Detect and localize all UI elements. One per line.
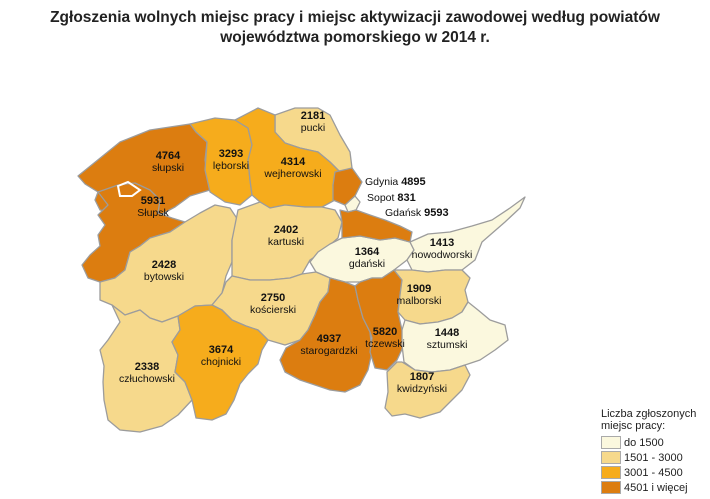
county-name-gdanski: gdański (349, 258, 385, 270)
county-name-slupsk: Słupsk (137, 207, 169, 219)
county-value-tczewski: 5820 (373, 326, 397, 338)
city-label-gdansk: Gdańsk 9593 (385, 207, 449, 219)
county-value-bytowski: 2428 (152, 259, 176, 271)
city-name-sopot: Sopot (367, 192, 397, 204)
county-name-kartuski: kartuski (268, 236, 304, 248)
county-value-pucki: 2181 (301, 110, 325, 122)
legend-title: Liczba zgłoszonych miejsc pracy: (601, 408, 697, 432)
county-value-gdanski: 1364 (355, 246, 380, 258)
legend: Liczba zgłoszonych miejsc pracy: do 1500… (601, 408, 706, 495)
county-czluchowski[interactable] (99, 304, 193, 433)
legend-swatch (601, 451, 621, 464)
county-name-tczewski: tczewski (365, 338, 405, 350)
county-kwidzynski[interactable] (384, 361, 471, 419)
county-name-pucki: pucki (301, 122, 326, 134)
city-value-gdynia: 4895 (401, 176, 425, 188)
county-nowodworski[interactable] (406, 196, 526, 273)
county-value-chojnicki: 3674 (209, 344, 234, 356)
county-value-nowodworski: 1413 (430, 237, 454, 249)
county-value-kwidzynski: 1807 (410, 371, 434, 383)
city-name-gdansk: Gdańsk (385, 207, 424, 219)
county-value-kartuski: 2402 (274, 224, 298, 236)
legend-item: 3001 - 4500 (601, 465, 706, 480)
county-name-sztumski: sztumski (427, 339, 468, 351)
city-label-gdynia: Gdynia 4895 (365, 176, 426, 188)
legend-swatch (601, 466, 621, 479)
county-name-koscierski: kościerski (250, 304, 296, 316)
county-name-malborski: malborski (397, 295, 442, 307)
county-value-czluchowski: 2338 (135, 361, 159, 373)
county-wejherowski[interactable] (234, 107, 341, 209)
legend-label: do 1500 (624, 436, 664, 449)
legend-item: 1501 - 3000 (601, 450, 706, 465)
legend-label: 4501 i więcej (624, 481, 688, 494)
city-label-sopot: Sopot 831 (367, 192, 416, 204)
county-value-sztumski: 1448 (435, 327, 459, 339)
county-name-czluchowski: człuchowski (119, 373, 175, 385)
slupsk-city-outline (116, 180, 142, 197)
county-name-slupski: słupski (152, 162, 184, 174)
map-title-line1: Zgłoszenia wolnych miejsc pracy i miejsc… (50, 9, 660, 26)
county-gdansk[interactable] (339, 209, 413, 243)
map-title: Zgłoszenia wolnych miejsc pracy i miejsc… (0, 8, 710, 48)
county-name-kwidzynski: kwidzyński (397, 383, 447, 395)
county-value-lęborski: 3293 (219, 148, 243, 160)
county-name-chojnicki: chojnicki (201, 356, 241, 368)
county-value-slupsk: 5931 (141, 195, 165, 207)
city-name-gdynia: Gdynia (365, 176, 401, 188)
county-value-wejherowski: 4314 (281, 156, 306, 168)
legend-item: do 1500 (601, 435, 706, 450)
county-name-starogardzki: starogardzki (300, 345, 357, 357)
county-name-nowodworski: nowodworski (412, 249, 473, 261)
city-value-sopot: 831 (397, 192, 415, 204)
county-value-koscierski: 2750 (261, 292, 285, 304)
county-sopot[interactable] (344, 195, 361, 213)
county-sztumski[interactable] (401, 301, 509, 373)
legend-swatch (601, 481, 621, 494)
county-value-starogardzki: 4937 (317, 333, 341, 345)
county-name-wejherowski: wejherowski (263, 168, 321, 180)
county-value-slupski: 4764 (156, 150, 181, 162)
county-name-bytowski: bytowski (144, 271, 184, 283)
legend-label: 1501 - 3000 (624, 451, 683, 464)
county-name-lęborski: lęborski (213, 160, 249, 172)
legend-swatch (601, 436, 621, 449)
county-chojnicki[interactable] (171, 304, 269, 421)
legend-label: 3001 - 4500 (624, 466, 683, 479)
county-value-malborski: 1909 (407, 283, 431, 295)
legend-item: 4501 i więcej (601, 480, 706, 495)
map-title-line2: województwa pomorskiego w 2014 r. (220, 29, 490, 46)
city-value-gdansk: 9593 (424, 207, 448, 219)
